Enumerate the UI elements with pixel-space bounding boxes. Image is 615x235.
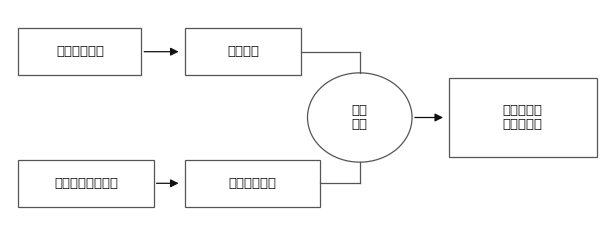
Text: 冗余相对导航信息: 冗余相对导航信息: [54, 177, 118, 190]
Text: 子滤波器: 子滤波器: [227, 45, 259, 58]
Bar: [18, 28, 141, 75]
Bar: [18, 160, 154, 207]
Bar: [449, 78, 597, 157]
Text: 融合后的相
对导航信息: 融合后的相 对导航信息: [502, 103, 543, 132]
Bar: [184, 28, 301, 75]
Ellipse shape: [308, 73, 412, 162]
Text: 主滤
波器: 主滤 波器: [352, 103, 368, 132]
Text: 冗余子滤波器: 冗余子滤波器: [228, 177, 276, 190]
Text: 相对导航信息: 相对导航信息: [56, 45, 104, 58]
Bar: [184, 160, 320, 207]
